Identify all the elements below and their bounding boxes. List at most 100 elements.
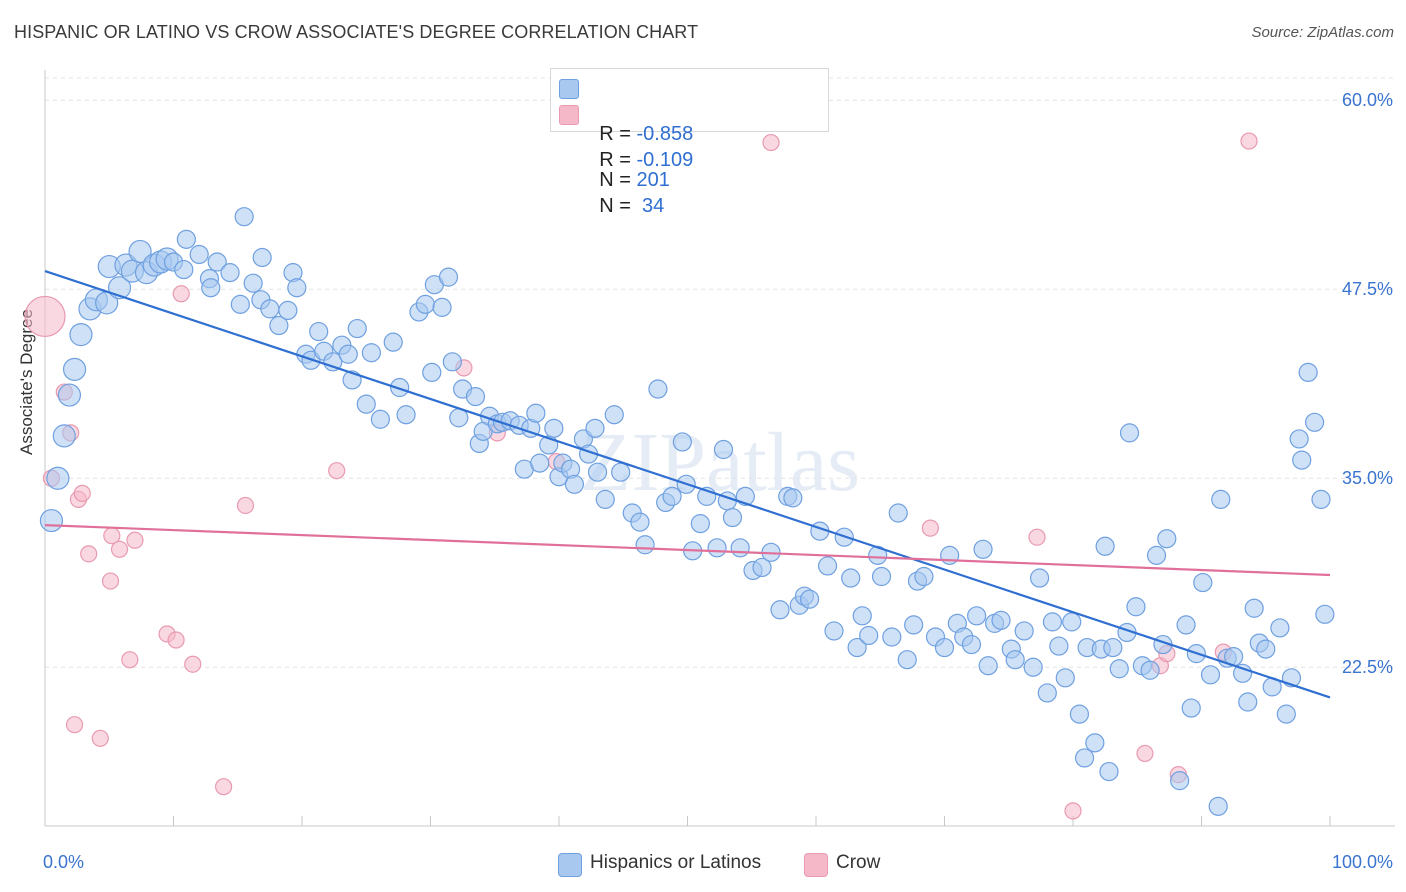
hispanic-point [1042, 612, 1063, 632]
hispanic-point [914, 566, 934, 587]
hispanic-point [1095, 536, 1115, 556]
hispanic-point [859, 625, 879, 646]
hispanic-point [841, 568, 861, 588]
hispanic-point [230, 294, 250, 314]
legend-row-hispanic: R = -0.858 N = 201 [559, 77, 693, 191]
hispanic-point [690, 513, 710, 534]
hispanic-point [1109, 659, 1129, 679]
hispanic-point [1208, 796, 1228, 816]
hispanic-point [713, 439, 734, 460]
crow-point [101, 572, 120, 590]
hispanic-point [1103, 637, 1123, 658]
hispanic-point [1256, 639, 1276, 659]
x-tick-label: 100.0% [1332, 852, 1393, 872]
legend-item-crow[interactable]: Crow [804, 852, 881, 877]
hispanic-point [1289, 429, 1309, 449]
hispanic-point [635, 535, 655, 555]
legend-swatch [558, 853, 582, 877]
hispanic-point [361, 343, 381, 363]
hispanic-point [1181, 698, 1201, 718]
hispanic-point [174, 259, 194, 280]
legend-item-hispanic[interactable]: Hispanics or Latinos [558, 852, 762, 877]
legend-r-value: -0.858 [636, 123, 694, 145]
hispanic-point [752, 557, 772, 578]
gridlines [45, 77, 1395, 668]
hispanic-point [347, 318, 367, 339]
hispanic-point [1211, 489, 1231, 510]
hispanic-point [1170, 771, 1190, 791]
hispanic-point [604, 405, 624, 425]
y-tick-label: 47.5% [1342, 279, 1393, 299]
hispanic-point [1014, 621, 1034, 641]
hispanic-point [967, 606, 987, 626]
hispanic-point [897, 650, 917, 670]
hispanic-point [1119, 423, 1140, 443]
hispanic-point [1074, 748, 1095, 768]
legend-label: Hispanics or Latinos [590, 852, 762, 873]
axes [44, 70, 1395, 827]
hispanic-point [252, 247, 272, 268]
hispanic-point [1140, 660, 1160, 680]
watermark: ZIPatlas [580, 416, 860, 509]
hispanic-point [1023, 657, 1043, 677]
hispanic-point [824, 621, 844, 641]
hispanic-point [847, 637, 867, 658]
hispanic-point [438, 267, 459, 287]
hispanic-point [991, 610, 1011, 630]
crow-point [762, 133, 780, 152]
hispanic-point [1049, 636, 1069, 656]
hispanic-point [1126, 597, 1146, 617]
y-tick-label: 60.0% [1342, 90, 1393, 110]
hispanic-point [611, 462, 631, 482]
crow-point [110, 540, 129, 558]
hispanic-point [243, 273, 263, 293]
hispanic-point [882, 627, 902, 647]
source-label: Source: ZipAtlas.com [1251, 24, 1394, 41]
correlation-legend: R = -0.858 N = 201 R = -0.109 N = 34 [550, 68, 829, 217]
legend-label: Crow [836, 852, 881, 873]
hispanic-point [662, 486, 682, 506]
hispanic-point [260, 299, 280, 319]
hispanic-point [1085, 733, 1105, 753]
hispanic-point [1304, 412, 1325, 432]
hispanic-point [934, 637, 955, 658]
legend-n-label: N = [599, 169, 637, 191]
hispanic-point [1005, 650, 1025, 670]
hispanic-point [370, 409, 390, 429]
hispanic-point [338, 344, 358, 364]
crow-point [126, 531, 144, 549]
hispanic-point [888, 503, 908, 523]
hispanic-point [52, 424, 76, 448]
hispanic-point [1029, 568, 1050, 588]
crow-point [215, 778, 233, 796]
hispanic-point [973, 539, 993, 559]
hispanic-point [234, 207, 254, 227]
legend-r-value: -0.109 [636, 149, 694, 171]
hispanic-point [1037, 683, 1057, 703]
hispanic-point [422, 362, 442, 382]
hispanic-point [1069, 704, 1090, 724]
hispanic-point [730, 538, 750, 558]
hispanic-point [530, 453, 550, 473]
hispanic-point [201, 278, 221, 298]
hispanic-point [46, 466, 70, 490]
hispanic-point [269, 315, 289, 336]
hispanic-point [1270, 618, 1290, 638]
hispanic-point [707, 538, 727, 558]
hispanic-point [390, 377, 410, 398]
x-tick-label: 0.0% [43, 852, 84, 872]
hispanic-point [1193, 572, 1213, 593]
hispanic-points [39, 207, 1335, 816]
hispanic-point [1099, 761, 1119, 782]
hispanic-point [465, 386, 486, 407]
legend-swatch [804, 853, 828, 877]
hispanic-point [396, 405, 416, 425]
hispanic-point [595, 489, 615, 510]
hispanic-point [1298, 362, 1318, 382]
hispanic-point [1200, 665, 1221, 685]
crow-point [80, 545, 98, 563]
hispanic-point [309, 321, 329, 342]
trend-lines [44, 270, 1331, 699]
hispanic-point [69, 323, 93, 347]
